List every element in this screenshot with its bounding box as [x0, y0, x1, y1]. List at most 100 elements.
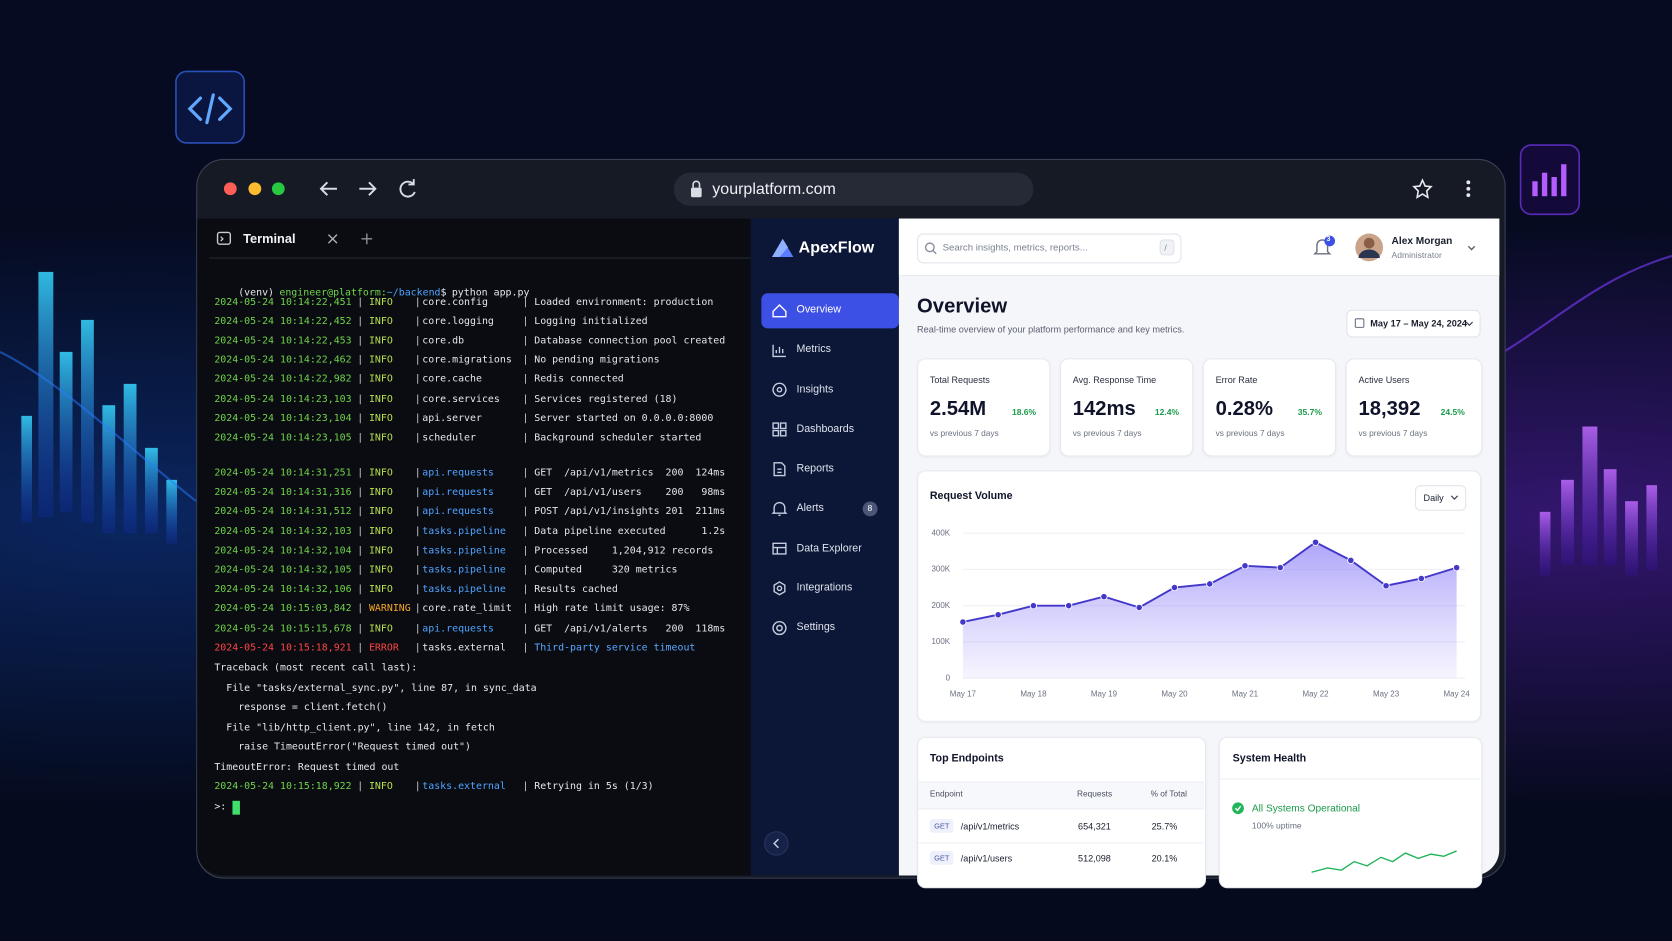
- log-level: WARNING: [368, 602, 411, 615]
- kpi-note: vs previous 7 days: [1358, 428, 1428, 439]
- nav-icon: [772, 382, 787, 397]
- nav-icon: [772, 344, 786, 358]
- point: [959, 618, 967, 626]
- prompt-venv: (venv): [238, 286, 275, 299]
- log-module: core.rate_limit: [422, 602, 512, 615]
- log-separator: |: [522, 486, 529, 499]
- log-message: Processed 1,204,912 records: [534, 544, 714, 557]
- x-tick-label: May 22: [1302, 689, 1329, 698]
- log-module: tasks.external: [422, 641, 506, 654]
- log-time: 2024-05-24 10:14:23,104: [214, 412, 352, 424]
- log-separator: |: [414, 412, 421, 424]
- endpoint-share: 20.1%: [1151, 853, 1178, 864]
- point: [1065, 602, 1073, 610]
- search-box[interactable]: [917, 233, 1182, 264]
- terminal-tab-title[interactable]: Terminal: [243, 231, 296, 247]
- point: [1382, 582, 1390, 590]
- traceback-line: response = client.fetch(): [214, 701, 388, 714]
- point: [1417, 574, 1425, 583]
- method-badge: [929, 818, 954, 833]
- tab-close[interactable]: [327, 234, 338, 244]
- kpi-label: Error Rate: [1215, 374, 1258, 385]
- back-button[interactable]: [319, 181, 337, 196]
- log-module: core.config: [422, 296, 488, 309]
- log-separator: |: [414, 505, 421, 518]
- log-time: 2024-05-24 10:15:18,921: [214, 641, 352, 654]
- log-separator: |: [357, 315, 364, 328]
- nav-badge: [862, 501, 878, 517]
- log-separator: |: [357, 641, 364, 654]
- log-time: 2024-05-24 10:15:18,922: [214, 780, 352, 793]
- nav-label: Metrics: [796, 343, 831, 356]
- nav-icon: [772, 542, 787, 555]
- log-separator: |: [522, 525, 529, 537]
- kpi-card: [1059, 358, 1194, 457]
- date-picker[interactable]: [1346, 309, 1481, 338]
- nav-icon: [772, 620, 787, 636]
- column-header: Endpoint: [929, 789, 963, 799]
- log-separator: |: [357, 431, 364, 444]
- log-module: core.migrations: [422, 354, 512, 367]
- log-time: 2024-05-24 10:14:22,982: [214, 373, 352, 386]
- uptime-sparkline: [1311, 850, 1457, 873]
- user-menu-toggle[interactable]: [1467, 245, 1476, 251]
- page-title: Overview: [917, 295, 1008, 318]
- log-time: 2024-05-24 10:14:22,452: [214, 315, 352, 328]
- system-health-card: [1218, 736, 1483, 889]
- table-header: [918, 781, 1204, 810]
- log-separator: |: [414, 486, 421, 499]
- bookmark-button[interactable]: [1412, 178, 1433, 199]
- close-button[interactable]: [223, 182, 237, 196]
- traceback-line: raise TimeoutError("Request timed out"): [214, 741, 471, 754]
- point: [1241, 562, 1249, 570]
- endpoints-title: Top Endpoints: [929, 752, 1004, 765]
- log-separator: |: [357, 622, 364, 635]
- log-separator: |: [522, 564, 529, 576]
- endpoint-path: /api/v1/metrics: [960, 821, 1020, 832]
- log-separator: |: [357, 354, 364, 367]
- nav-icon: [772, 303, 787, 318]
- x-tick-label: May 17: [950, 689, 977, 698]
- log-level: INFO: [368, 780, 393, 793]
- new-tab[interactable]: [361, 233, 373, 245]
- address-bar[interactable]: [673, 172, 1034, 206]
- endpoint-method: GET: [934, 854, 950, 863]
- menu-button[interactable]: [1466, 180, 1471, 198]
- y-tick-label: 200K: [931, 601, 950, 610]
- log-message: GET /api/v1/users 200 98ms: [534, 486, 726, 499]
- kpi-label: Total Requests: [929, 374, 990, 385]
- log-level: INFO: [368, 296, 393, 309]
- log-message: No pending migrations: [534, 354, 660, 367]
- log-module: tasks.external: [422, 780, 506, 793]
- log-separator: |: [522, 412, 529, 424]
- endpoint-share: 25.7%: [1151, 821, 1178, 832]
- point: [1170, 583, 1179, 592]
- log-separator: |: [522, 622, 529, 635]
- nav-badge-count: 8: [867, 503, 873, 514]
- kpi-change: 12.4%: [1154, 406, 1180, 417]
- nav-active-highlight: [761, 293, 899, 329]
- x-tick-label: May 20: [1161, 689, 1188, 698]
- period-select[interactable]: [1415, 485, 1467, 511]
- column-header: Requests: [1076, 789, 1113, 799]
- log-module: api.requests: [422, 505, 494, 518]
- y-tick-label: 300K: [931, 565, 950, 574]
- log-separator: |: [522, 296, 529, 309]
- collapse-button[interactable]: [764, 831, 789, 856]
- kpi-change: 24.5%: [1440, 406, 1465, 417]
- log-separator: |: [414, 296, 421, 309]
- column-header: % of Total: [1150, 789, 1187, 799]
- minimize-button[interactable]: [248, 182, 262, 196]
- log-separator: |: [522, 505, 529, 518]
- log-module: tasks.pipeline: [422, 544, 506, 557]
- log-time: 2024-05-24 10:14:22,462: [214, 354, 352, 367]
- log-level: INFO: [368, 564, 393, 576]
- reload-button[interactable]: [399, 179, 416, 198]
- forward-button[interactable]: [359, 181, 377, 196]
- maximize-button[interactable]: [271, 182, 285, 196]
- period-label: Daily: [1423, 492, 1444, 504]
- log-message: GET /api/v1/metrics 200 124ms: [534, 467, 726, 479]
